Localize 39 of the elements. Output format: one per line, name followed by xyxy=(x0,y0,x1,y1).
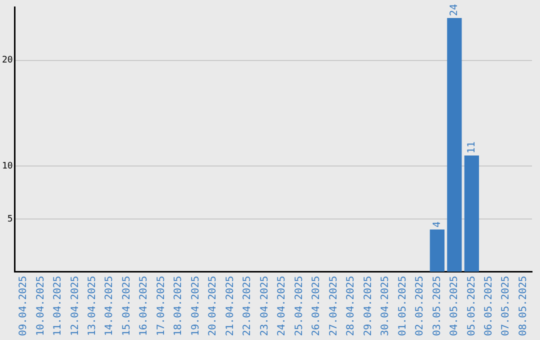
x-tick-label: 14.04.2025 xyxy=(104,276,116,336)
x-tick-label: 20.04.2025 xyxy=(208,276,219,336)
data-label: 4 xyxy=(432,221,443,228)
y-tick-label: 20 xyxy=(2,56,13,66)
x-tick-label: 27.04.2025 xyxy=(328,276,340,336)
bar xyxy=(464,155,479,272)
x-tick-label: 17.04.2025 xyxy=(156,276,167,336)
x-tick-label: 04.05.2025 xyxy=(449,276,460,336)
x-tick-label: 26.04.2025 xyxy=(311,276,322,336)
x-tick-label: 16.04.2025 xyxy=(138,276,150,336)
x-tick-label: 12.04.2025 xyxy=(70,276,81,336)
data-label: 11 xyxy=(466,141,478,154)
bar xyxy=(430,229,445,272)
x-tick-label: 06.05.2025 xyxy=(483,276,494,336)
bar xyxy=(447,18,462,272)
x-tick-label: 03.05.2025 xyxy=(432,276,443,336)
x-tick-label: 28.04.2025 xyxy=(346,276,357,336)
x-tick-label: 13.04.2025 xyxy=(87,276,98,336)
x-tick-label: 23.04.2025 xyxy=(259,276,270,336)
x-tick-label: 29.04.2025 xyxy=(362,276,374,336)
x-tick-label: 05.05.2025 xyxy=(466,276,478,336)
x-tick-label: 11.04.2025 xyxy=(52,276,64,336)
x-tick-label: 25.04.2025 xyxy=(294,276,305,336)
y-tick-label: 10 xyxy=(2,161,13,172)
x-tick-label: 30.04.2025 xyxy=(380,276,392,336)
x-tick-label: 08.05.2025 xyxy=(518,276,529,336)
data-label: 24 xyxy=(449,4,460,16)
x-tick-label: 21.04.2025 xyxy=(224,276,236,336)
x-tick-label: 19.04.2025 xyxy=(190,276,202,336)
x-tick-label: 15.04.2025 xyxy=(121,276,132,336)
x-tick-label: 18.04.2025 xyxy=(173,276,184,336)
x-tick-label: 10.04.2025 xyxy=(35,276,46,336)
x-tick-label: 22.04.2025 xyxy=(242,276,254,336)
x-tick-label: 01.05.2025 xyxy=(397,276,408,336)
x-tick-label: 09.04.2025 xyxy=(18,276,30,336)
x-tick-label: 24.04.2025 xyxy=(276,276,288,336)
y-tick-label: 5 xyxy=(7,214,13,224)
x-tick-label: 02.05.2025 xyxy=(414,276,426,336)
x-tick-label: 07.05.2025 xyxy=(500,276,512,336)
